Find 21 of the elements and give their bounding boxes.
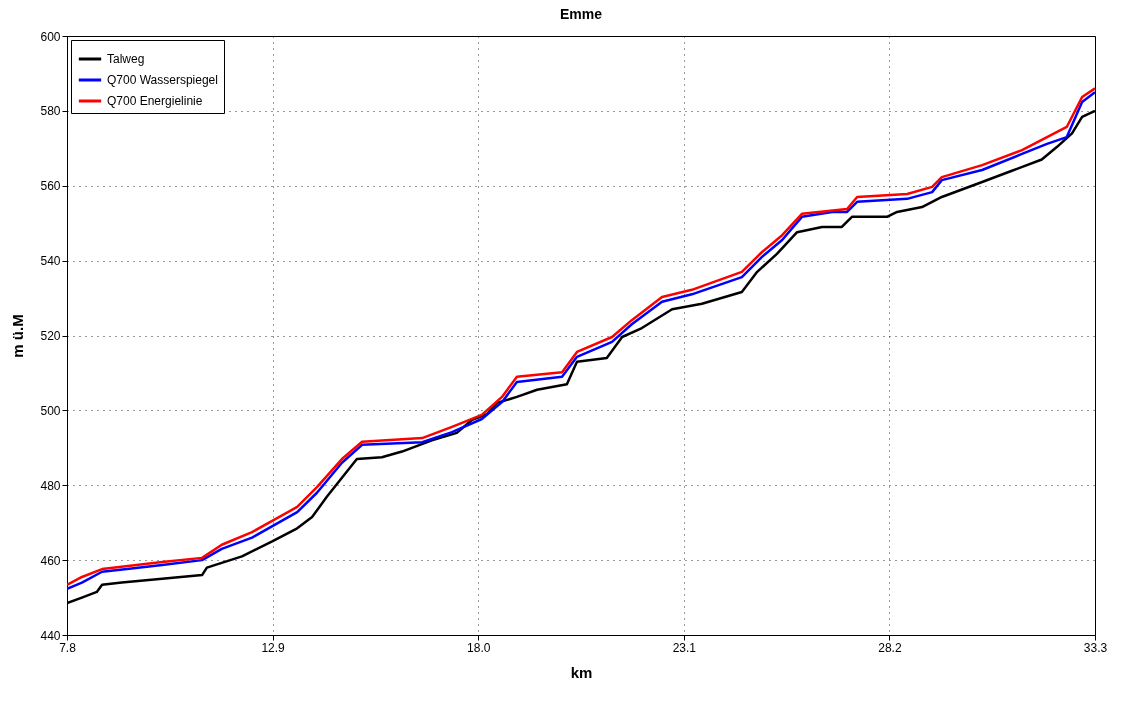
x-tick-label: 12.9: [261, 640, 286, 655]
x-axis-title: km: [570, 663, 593, 681]
y-tick-label: 440: [40, 628, 61, 643]
y-tick-label: 560: [40, 179, 61, 194]
y-tick-label: 500: [40, 403, 61, 418]
legend-label: Talweg: [107, 52, 145, 66]
y-tick-label: 480: [40, 478, 61, 493]
y-tick-label: 580: [40, 104, 61, 119]
x-tick-label: 18.0: [467, 640, 491, 655]
x-tick-label: 23.1: [672, 640, 697, 655]
y-tick-label: 600: [40, 29, 61, 44]
legend-label: Q700 Wasserspiegel: [107, 73, 218, 87]
x-tick-label: 7.8: [59, 640, 77, 655]
y-tick-label: 540: [40, 254, 61, 269]
chart-title: Emme: [559, 6, 603, 22]
y-axis-title: m ü.M: [9, 314, 27, 358]
x-tick-label: 33.3: [1083, 640, 1108, 655]
y-tick-label: 460: [40, 553, 61, 568]
y-tick-label: 520: [40, 329, 61, 343]
legend-label: Q700 Energielinie: [107, 94, 203, 108]
x-tick-label: 28.2: [878, 640, 902, 655]
